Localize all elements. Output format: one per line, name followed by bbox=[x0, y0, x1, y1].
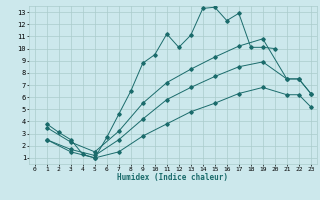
X-axis label: Humidex (Indice chaleur): Humidex (Indice chaleur) bbox=[117, 173, 228, 182]
